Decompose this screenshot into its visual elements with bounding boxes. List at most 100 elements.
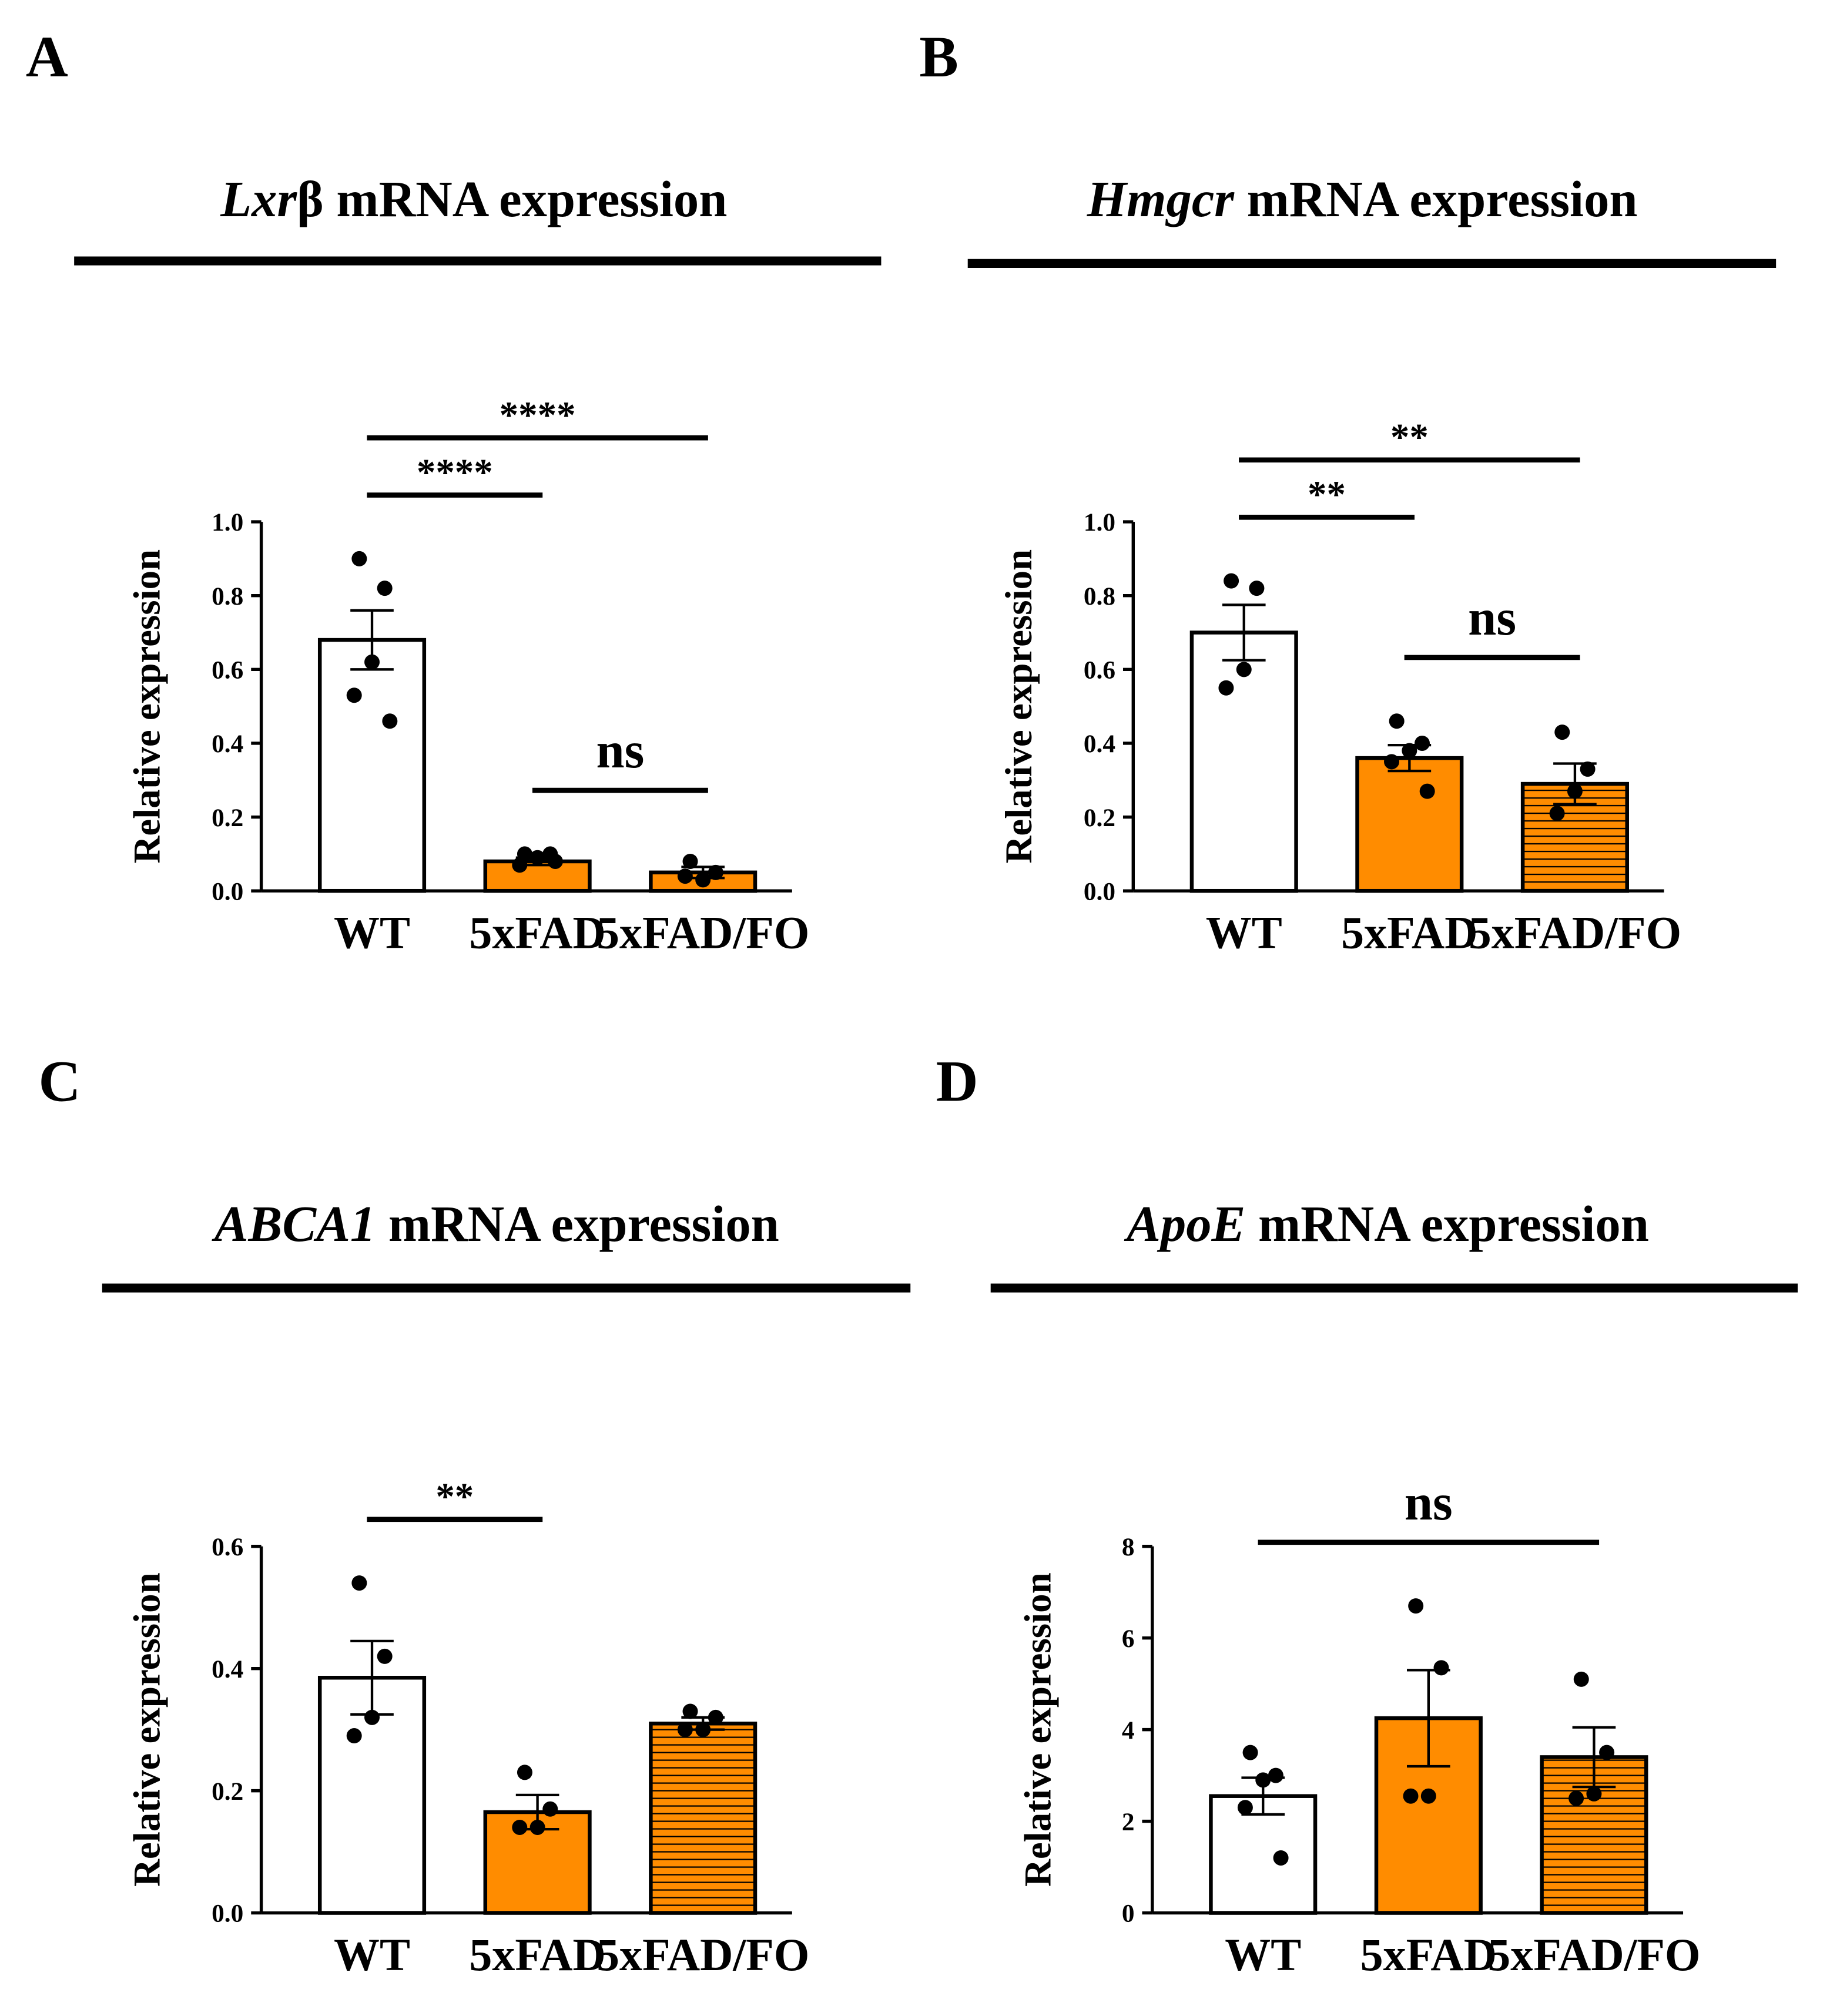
data-point [695,1722,711,1737]
y-tick-label: 0.8 [1084,582,1115,610]
panel-label: B [919,24,958,89]
y-tick-label: 0 [1122,1900,1135,1928]
significance-label: ** [1308,474,1346,516]
x-tick-label: 5xFAD/FO [596,1930,809,1980]
y-tick-label: 0.0 [212,1900,243,1928]
significance-label: **** [500,394,576,437]
data-point [377,581,393,596]
y-tick-label: 0.6 [1084,656,1115,684]
y-tick-label: 0.4 [212,1655,243,1683]
data-point [547,853,563,869]
y-axis-label: Relative expression [126,549,168,864]
data-point [529,1819,545,1835]
x-tick-label: 5xFAD [1341,908,1477,958]
x-tick-label: 5xFAD [1360,1930,1497,1980]
y-tick-label: 6 [1122,1625,1135,1653]
data-point [1237,1800,1253,1816]
data-point [1554,724,1570,740]
data-point [682,853,698,869]
bar [1355,756,1464,893]
data-point [695,872,711,888]
bar [649,1721,758,1915]
x-tick-label: 5xFAD [469,908,605,958]
data-point [1573,1671,1589,1687]
y-tick-label: 2 [1122,1808,1135,1836]
data-point [542,1801,558,1817]
x-tick-label: WT [1225,1930,1301,1980]
x-tick-label: 5xFAD/FO [1487,1930,1700,1980]
significance-label: ** [1390,416,1429,458]
data-point [1255,1772,1271,1788]
title-text: mRNA expression [376,1196,779,1252]
title-gene: ABCA1 [212,1196,376,1252]
data-point [346,687,362,703]
significance-label: ns [1468,589,1516,646]
y-axis-label: Relative expression [1017,1572,1060,1887]
title-gene: ApoE [1124,1196,1245,1252]
data-point [1403,1788,1419,1804]
x-tick-label: 5xFAD/FO [596,908,809,958]
x-tick-label: WT [1206,908,1282,958]
data-point [1420,1788,1436,1804]
y-tick-label: 0.2 [212,1777,243,1806]
data-point [1419,783,1435,799]
y-tick-label: 0.6 [212,656,243,684]
title-text: mRNA expression [1245,1196,1649,1252]
data-point [364,654,380,670]
data-point [512,1819,528,1835]
data-point [1402,743,1417,759]
y-tick-label: 0.4 [212,730,243,758]
x-tick-label: 5xFAD/FO [1469,908,1681,958]
data-point [1549,806,1565,821]
title-text: β mRNA expression [297,171,727,227]
data-point [1568,1790,1584,1806]
y-tick-label: 4 [1122,1716,1135,1745]
y-axis-label: Relative expression [998,549,1040,864]
significance-label: ns [596,722,644,779]
data-point [1268,1767,1283,1783]
y-tick-label: 0.6 [212,1533,243,1561]
data-point [677,868,693,884]
chart-title: Hmgcr mRNA expression [1087,171,1638,227]
data-point [1249,581,1265,596]
data-point [1242,1745,1258,1760]
panel-label: C [39,1049,81,1114]
panel-label: A [26,24,68,89]
title-gene: Hmgcr [1087,171,1235,227]
bar [317,638,427,893]
chart-title: ApoE mRNA expression [1124,1196,1649,1252]
y-tick-label: 0.8 [212,582,243,610]
y-tick-label: 0.4 [1084,730,1115,758]
y-tick-label: 0.2 [212,804,243,832]
chart-title: Lxrβ mRNA expression [220,171,727,227]
y-tick-label: 8 [1122,1533,1135,1561]
data-point [377,1648,393,1664]
significance-label: ** [435,1475,474,1518]
y-tick-label: 1.0 [1084,508,1115,536]
data-point [1408,1598,1424,1614]
data-point [708,1709,723,1725]
data-point [708,864,723,880]
y-tick-label: 0.2 [1084,804,1115,832]
data-point [529,850,545,866]
data-point [1415,735,1430,751]
title-gene: Lxr [220,171,297,227]
data-point [346,1728,362,1744]
title-text: mRNA expression [1234,171,1638,227]
y-tick-label: 0.0 [212,877,243,905]
x-tick-label: WT [334,1930,410,1980]
data-point [364,1709,380,1725]
panel-label: D [936,1049,978,1114]
data-point [1433,1660,1449,1676]
chart-title: ABCA1 mRNA expression [212,1196,779,1252]
data-point [1224,573,1239,589]
data-point [351,1575,367,1591]
data-point [1236,662,1252,677]
significance-label: **** [417,451,493,494]
data-point [677,1722,693,1737]
data-point [1384,754,1400,770]
data-point [512,857,528,873]
data-point [1218,680,1234,696]
